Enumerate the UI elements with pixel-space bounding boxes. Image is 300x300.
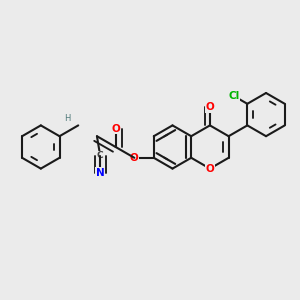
Text: O: O xyxy=(206,164,214,174)
Text: O: O xyxy=(111,124,120,134)
Text: C: C xyxy=(97,151,104,160)
Text: N: N xyxy=(96,168,105,178)
Text: O: O xyxy=(206,102,214,112)
Text: Cl: Cl xyxy=(229,91,240,101)
Text: O: O xyxy=(130,153,139,163)
Text: H: H xyxy=(64,114,70,123)
